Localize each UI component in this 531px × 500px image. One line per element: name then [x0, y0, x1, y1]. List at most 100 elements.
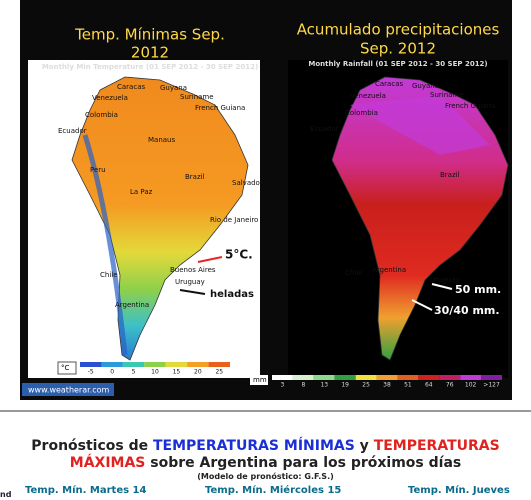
rainfall-map — [331, 76, 509, 361]
legend-unit: °C — [61, 364, 70, 372]
place-label: Brazil — [440, 171, 460, 179]
legend-tick: 8 — [301, 382, 305, 389]
annotation: 5°C. — [225, 248, 253, 262]
panel-title: Temp. Mínimas Sep. — [74, 26, 225, 44]
arrow — [179, 289, 206, 295]
legend-swatch — [313, 375, 335, 380]
legend-tick: 3 — [281, 382, 285, 389]
legend-swatch — [418, 375, 440, 380]
place-label: Suriname — [180, 93, 214, 101]
arrow — [197, 256, 223, 263]
place-label: Colombia — [345, 109, 378, 117]
legend-unit-box — [250, 375, 268, 385]
legend-swatch — [122, 362, 145, 367]
cut-text: nd — [0, 490, 12, 499]
heading-text: TEMPERATURAS — [373, 438, 500, 454]
credit-bar — [22, 383, 114, 396]
place-label: French Guiana — [445, 102, 495, 110]
legend-tick: 51 — [404, 382, 412, 389]
place-label: Guyana — [412, 82, 439, 90]
place-label: La Paz — [130, 188, 153, 196]
legend-swatch — [272, 375, 293, 380]
legend-tick: 25 — [362, 382, 370, 389]
heading-text: sobre Argentina para los próximos días — [145, 455, 462, 471]
place-label: Argentina — [372, 266, 406, 274]
place-label: Venezuela — [350, 92, 386, 100]
legend-tick: 64 — [425, 382, 433, 389]
legend-swatch — [144, 362, 166, 367]
place-label: Chile — [345, 269, 363, 277]
panel-subtitle: Monthly Min Temperature (01 SEP 2012 - 3… — [42, 63, 258, 71]
annotations: 5°C. heladas 50 mm. 30/40 mm. — [179, 248, 501, 317]
legend-tick: 13 — [320, 382, 328, 389]
place-label: Brazil — [185, 173, 205, 181]
heading-text: MÁXIMAS — [69, 455, 146, 471]
legend-tick: 38 — [383, 382, 391, 389]
credit: www.weatherar.com — [28, 386, 110, 395]
legend-unit-box — [57, 361, 77, 375]
panel-title: Sep. 2012 — [360, 40, 436, 58]
heading-text: TEMPERATURAS MÍNIMAS — [153, 438, 355, 454]
legend-tick: -5 — [88, 369, 94, 376]
place-label: Venezuela — [92, 94, 128, 102]
legend-swatch — [355, 375, 377, 380]
legend-tick: 25 — [215, 369, 223, 376]
legend-tick: 10 — [151, 369, 159, 376]
legend-swatch — [165, 362, 188, 367]
legend-tick: 15 — [173, 369, 181, 376]
legend-swatch — [460, 375, 482, 380]
legend-swatch — [439, 375, 461, 380]
place-label: Rio de Janeiro — [210, 216, 258, 224]
heading-text: Pronósticos de — [31, 438, 153, 454]
temperature-map — [71, 76, 249, 361]
heading-line: Pronósticos de TEMPERATURAS MÍNIMAS y TE… — [0, 438, 531, 454]
panel-title: 2012 — [131, 44, 169, 62]
column-title: Temp. Mín. Jueves — [408, 485, 510, 496]
annotation: 50 mm. — [455, 283, 501, 296]
place-label: Uruguay — [430, 276, 460, 284]
panel-title: Acumulado precipitaciones — [297, 21, 500, 39]
place-label: Caracas — [375, 80, 403, 88]
place-label: Uruguay — [175, 278, 205, 286]
place-label: Manaus — [148, 136, 175, 144]
legend-swatch — [208, 362, 230, 367]
arrow — [431, 283, 453, 290]
place-label: Guyana — [160, 84, 187, 92]
place-label: Argentina — [115, 301, 149, 309]
place-labels: Caracas Guyana Suriname French Guiana Ve… — [58, 80, 495, 309]
legend-tick: 76 — [446, 382, 454, 389]
legend-tick: 102 — [465, 382, 477, 389]
model-note: (Modelo de pronóstico: G.F.S.) — [197, 472, 334, 481]
place-label: Ecuador — [58, 127, 87, 135]
column-title: Temp. Mín. Martes 14 — [25, 485, 147, 496]
legend-tick: 19 — [341, 382, 349, 389]
heading-text: y — [354, 438, 374, 454]
maps-image: Temp. Mínimas Sep. 2012 Acumulado precip… — [20, 0, 512, 400]
place-label: Ecuador — [310, 125, 339, 133]
legend-tick: 5 — [132, 369, 136, 376]
place-label: Chile — [100, 271, 118, 279]
legend-swatch — [334, 375, 356, 380]
legend-unit: mm — [253, 376, 267, 384]
place-label: Peru — [90, 166, 106, 174]
place-label: Buenos Aires — [170, 266, 216, 274]
legend-swatch — [376, 375, 398, 380]
heading-line: MÁXIMAS sobre Argentina para los próximo… — [0, 455, 531, 471]
annotation: 30/40 mm. — [434, 304, 500, 317]
legend: °C -5 0 5 10 15 20 25 — [57, 361, 230, 376]
legend-tick: 20 — [194, 369, 202, 376]
place-label: French Guiana — [195, 104, 245, 112]
place-label: Salvador — [232, 179, 263, 187]
legend-tick: 0 — [110, 369, 114, 376]
annotation: heladas — [210, 289, 254, 300]
legend-swatch — [397, 375, 419, 380]
column-title: Temp. Mín. Miércoles 15 — [205, 485, 342, 496]
legend-tick: >127 — [483, 382, 500, 389]
arrow — [411, 299, 433, 311]
legend-swatch — [292, 375, 314, 380]
place-label: Colombia — [85, 111, 118, 119]
place-label: Caracas — [117, 83, 145, 91]
legend-swatch — [481, 375, 502, 380]
place-label: Suriname — [430, 91, 464, 99]
